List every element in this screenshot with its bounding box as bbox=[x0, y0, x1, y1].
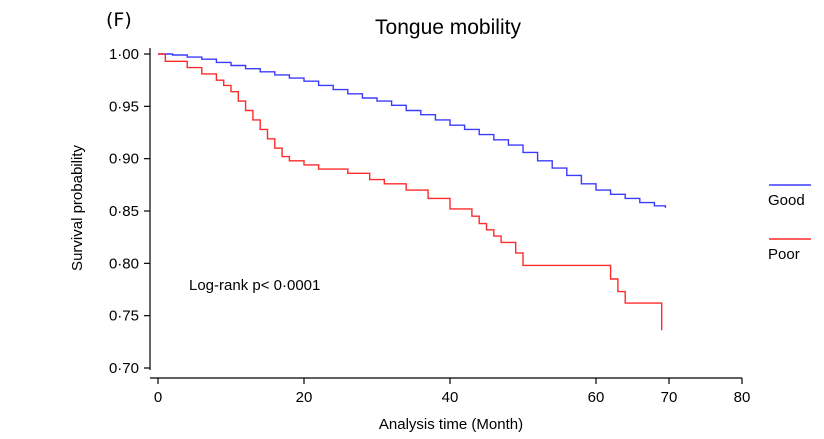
x-tick-label: 70 bbox=[661, 389, 678, 406]
series-line-poor bbox=[158, 53, 663, 331]
legend-label: Poor bbox=[768, 246, 800, 263]
x-ticks: 0 20 40 60 70 80 bbox=[154, 378, 751, 406]
y-tick-label: 0·75 bbox=[109, 308, 139, 325]
legend-item-good: Good bbox=[768, 184, 811, 209]
y-tick-label: 0·70 bbox=[109, 360, 139, 377]
y-tick-label: 0·95 bbox=[109, 98, 139, 115]
x-tick-label: 40 bbox=[442, 389, 459, 406]
chart-title: Tongue mobility bbox=[375, 16, 521, 39]
series-line-good bbox=[158, 53, 667, 208]
y-tick-label: 0·80 bbox=[109, 255, 139, 272]
legend-item-poor: Poor bbox=[768, 238, 811, 263]
legend: Good Poor bbox=[768, 184, 811, 263]
x-tick-label: 20 bbox=[296, 389, 313, 406]
x-tick-label: 0 bbox=[154, 389, 162, 406]
log-rank-annotation: Log-rank p< 0·0001 bbox=[189, 277, 320, 294]
series-lines bbox=[158, 53, 667, 331]
x-axis-label: Analysis time (Month) bbox=[379, 416, 523, 433]
x-tick-label: 80 bbox=[734, 389, 751, 406]
y-ticks: 1·00 0·95 0·90 0·85 0·80 0·75 0·70 bbox=[109, 46, 150, 377]
x-tick-label: 60 bbox=[588, 389, 605, 406]
panel-label: (F) bbox=[106, 9, 132, 31]
plot-area: 1·00 0·95 0·90 0·85 0·80 0·75 0·70 0 20 40 60 70 80 bbox=[109, 46, 750, 406]
y-axis-label: Survival probability bbox=[69, 145, 86, 271]
legend-label: Good bbox=[768, 192, 805, 209]
y-tick-label: 0·90 bbox=[109, 151, 139, 168]
y-tick-label: 1·00 bbox=[109, 46, 139, 63]
y-tick-label: 0·85 bbox=[109, 203, 139, 220]
